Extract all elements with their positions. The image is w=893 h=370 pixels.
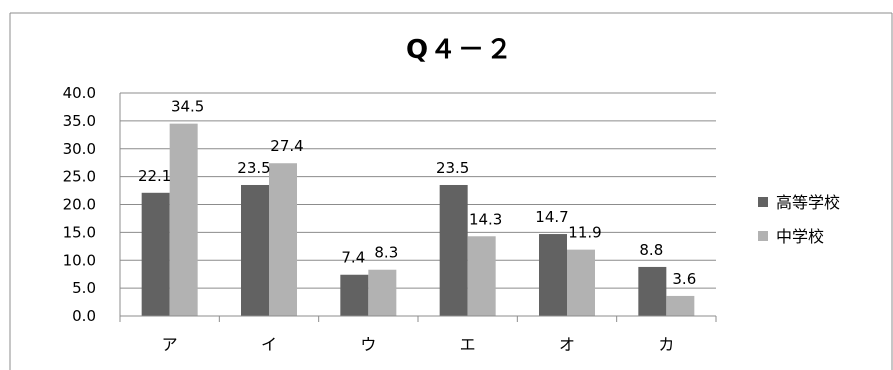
bar bbox=[539, 234, 567, 316]
bar bbox=[439, 184, 468, 316]
x-tick-label: エ bbox=[460, 335, 476, 354]
gridlines bbox=[120, 92, 716, 317]
data-label: 22.1 bbox=[138, 167, 171, 185]
data-label: 23.5 bbox=[436, 159, 469, 177]
data-label: 11.9 bbox=[568, 224, 601, 242]
chart-title: Q４－２ bbox=[406, 35, 514, 65]
bar bbox=[241, 184, 269, 316]
legend-swatch bbox=[758, 231, 768, 241]
bar bbox=[368, 269, 397, 316]
bar bbox=[567, 249, 595, 316]
bar bbox=[467, 236, 496, 316]
y-tick-label: 0.0 bbox=[72, 307, 96, 325]
x-tick-label: ア bbox=[162, 335, 178, 354]
x-axis: アイウエオカ bbox=[119, 315, 717, 354]
y-tick-label: 25.0 bbox=[63, 168, 96, 186]
y-axis: 0.0 5.0 10.0 15.0 20.0 25.0 30.0 35.0 40.0 bbox=[63, 84, 121, 325]
data-label: 7.4 bbox=[341, 249, 365, 267]
data-label: 14.3 bbox=[469, 210, 502, 228]
data-labels: 22.134.523.527.47.4 8.323.514.3 14.711.98.… bbox=[138, 98, 696, 288]
y-tick-label: 30.0 bbox=[63, 140, 96, 158]
y-tick-label: 35.0 bbox=[63, 112, 96, 130]
bar bbox=[638, 266, 667, 316]
data-label: 3.6 bbox=[672, 270, 696, 288]
bar bbox=[666, 295, 695, 316]
data-label: 34.5 bbox=[171, 98, 204, 116]
legend-swatch bbox=[758, 197, 768, 207]
data-label: 27.4 bbox=[270, 137, 303, 155]
y-tick-label: 15.0 bbox=[63, 223, 96, 241]
bars bbox=[141, 123, 695, 316]
bar bbox=[340, 274, 369, 316]
bar bbox=[269, 163, 297, 316]
data-label: 23.5 bbox=[237, 159, 270, 177]
x-tick-label: オ bbox=[559, 335, 575, 354]
data-label: 8.8 bbox=[639, 241, 663, 259]
bar bbox=[169, 123, 198, 316]
y-tick-label: 20.0 bbox=[63, 196, 96, 214]
x-tick-label: ウ bbox=[360, 335, 376, 354]
data-label: 8.3 bbox=[374, 244, 398, 262]
y-tick-label: 40.0 bbox=[63, 84, 96, 102]
x-tick-label: カ bbox=[658, 335, 674, 354]
x-tick-label: イ bbox=[261, 335, 277, 354]
legend-label: 高等学校 bbox=[776, 193, 840, 212]
y-tick-label: 5.0 bbox=[72, 279, 96, 297]
y-tick-label: 10.0 bbox=[63, 251, 96, 269]
bar bbox=[141, 192, 170, 316]
data-label: 14.7 bbox=[535, 208, 568, 226]
legend-label: 中学校 bbox=[776, 227, 824, 246]
